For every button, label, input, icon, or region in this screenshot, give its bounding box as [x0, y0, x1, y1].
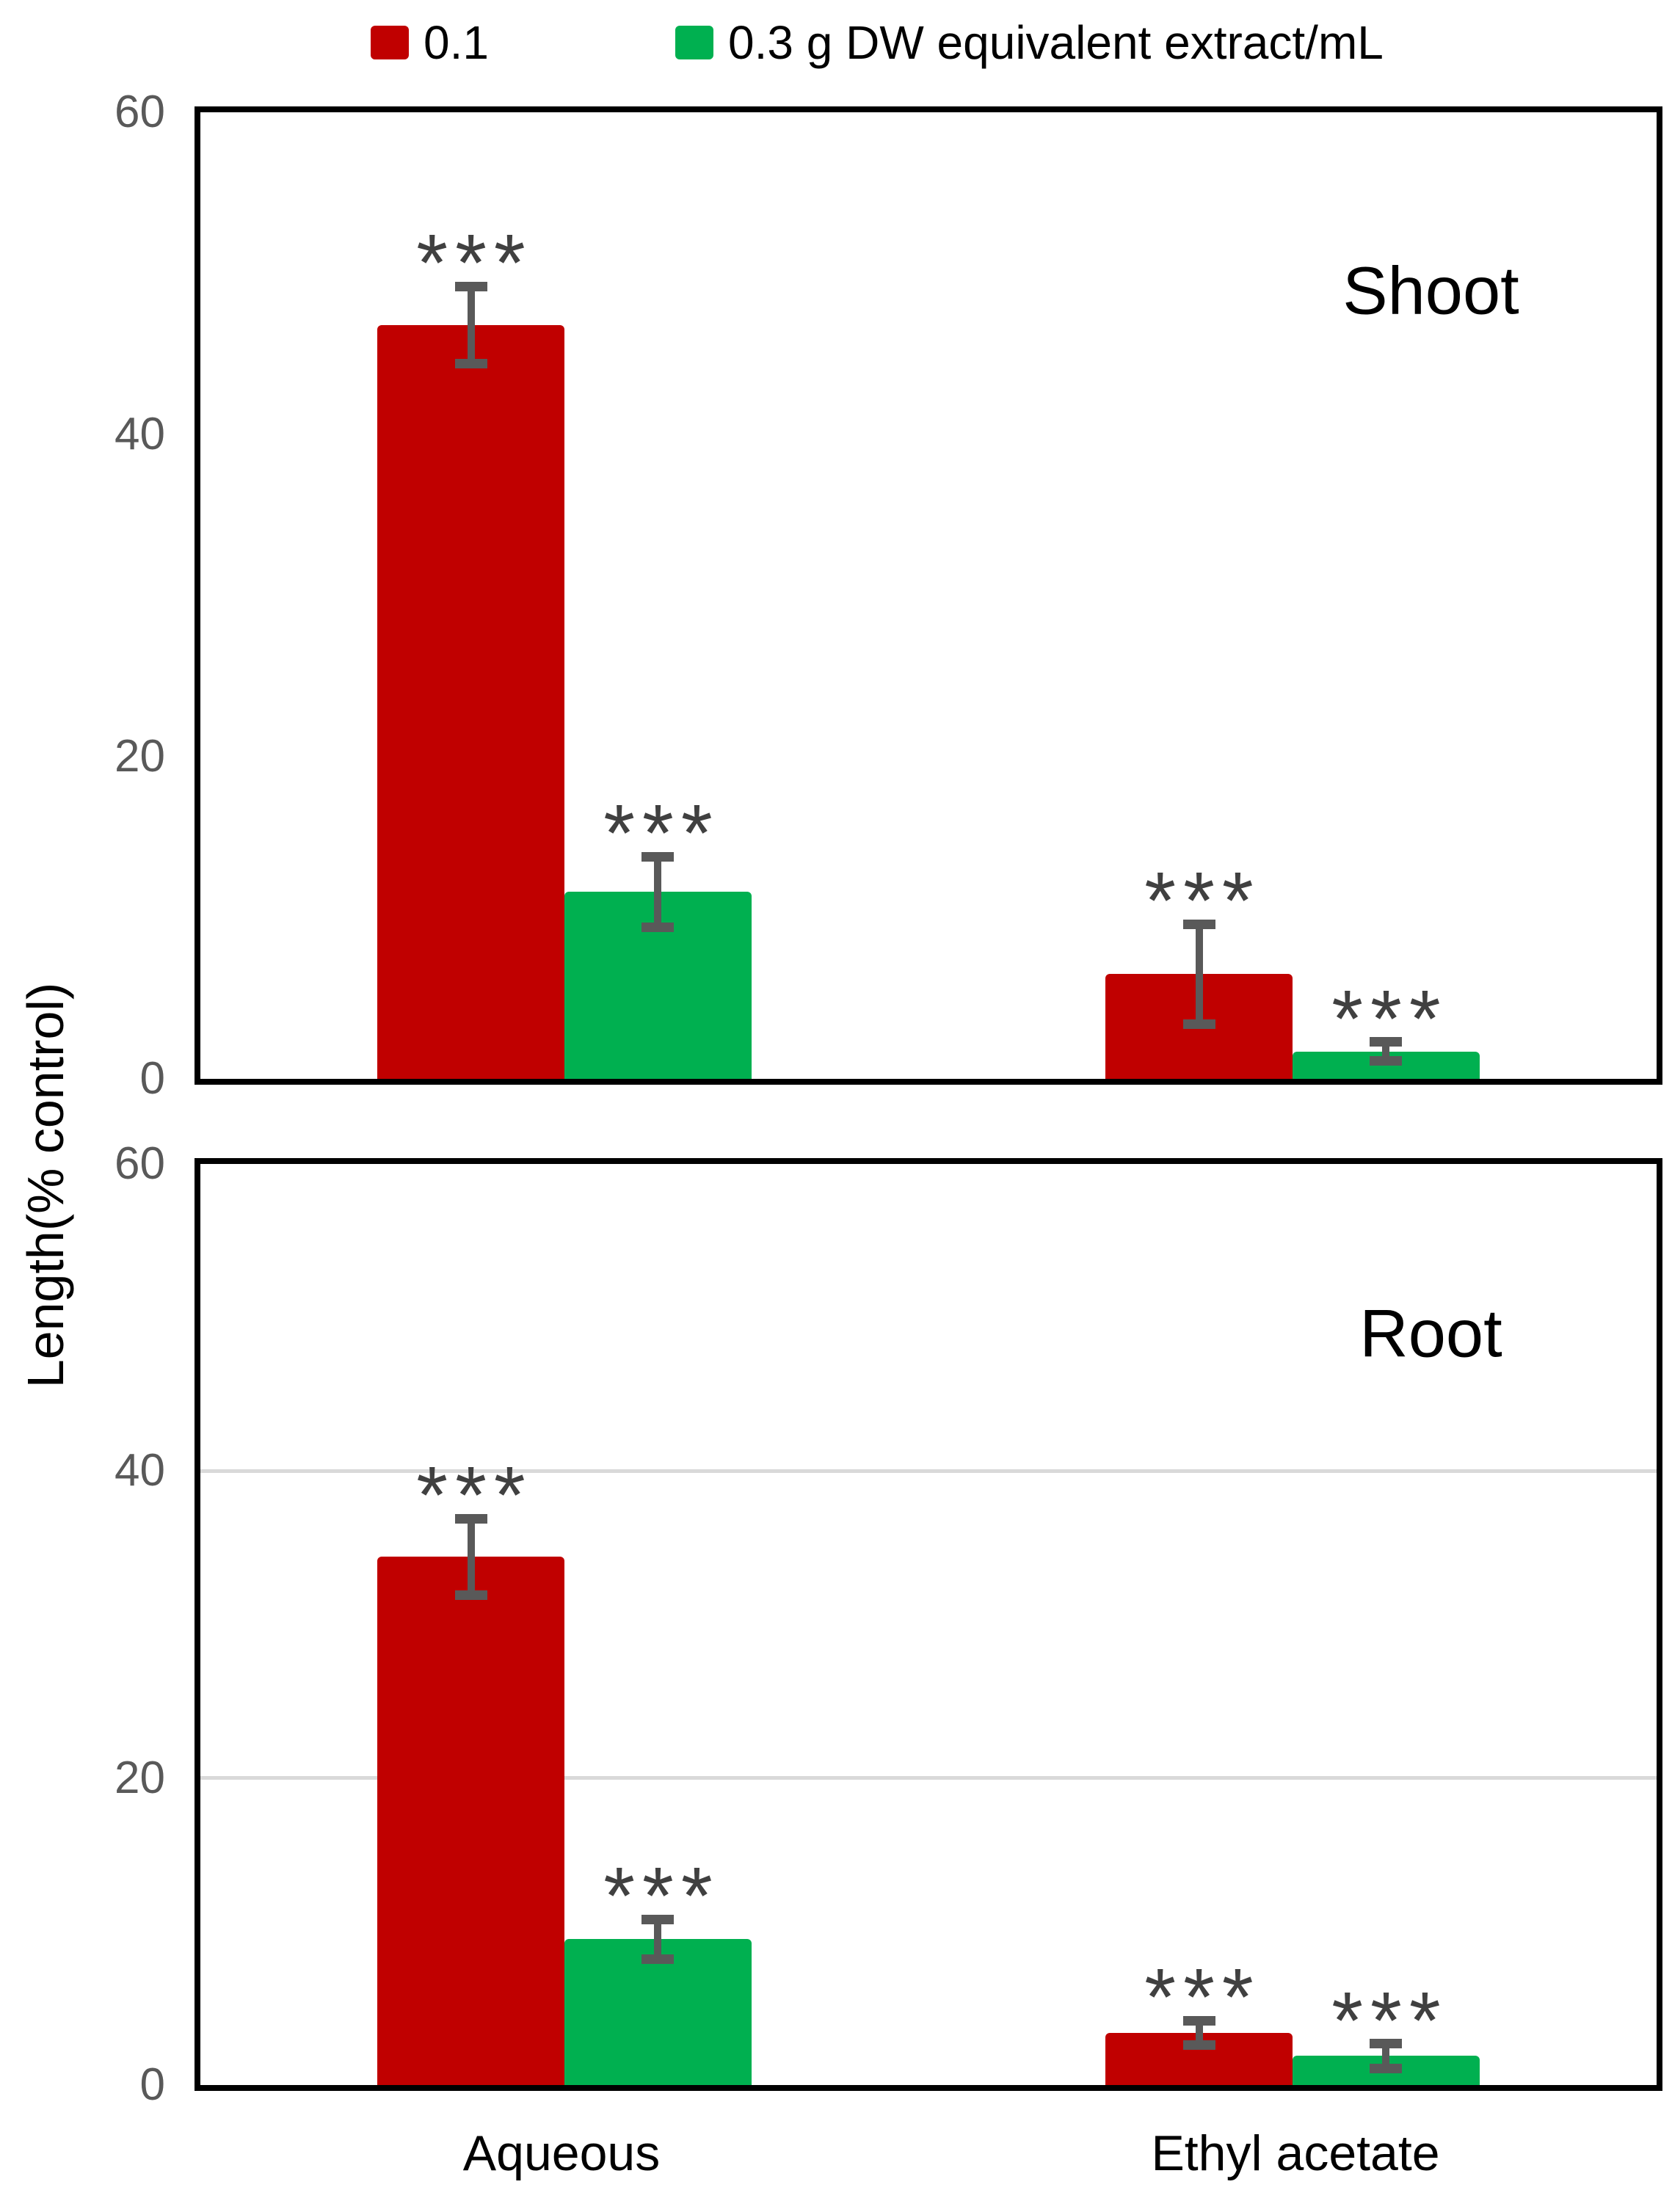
bar: [377, 324, 564, 1079]
y-tick-label: 40: [115, 409, 165, 459]
error-bar-cap: [1370, 2063, 1403, 2073]
error-bar: [1382, 1041, 1390, 1061]
y-axis-title: Length(% control): [17, 982, 74, 1389]
error-bar: [467, 286, 475, 364]
bar: [377, 1557, 564, 2085]
shoot-chart-panel: Shoot 0 20 40 60 *** *** *** ***: [115, 90, 1662, 1102]
gridline: [200, 1776, 1657, 1780]
error-bar: [654, 1919, 662, 1960]
error-bar-cap: [1182, 1019, 1215, 1029]
error-bar: [1195, 924, 1203, 1025]
error-bar-cap: [454, 358, 487, 368]
error-bar-cap: [1370, 1056, 1403, 1066]
panel-title-root: Root: [1359, 1296, 1502, 1372]
significance-stars: ***: [1331, 973, 1448, 1064]
legend-label: 0.1: [424, 16, 489, 69]
x-category-label-aqueous: Aqueous: [462, 2125, 661, 2181]
legend-item-0.1: 0.1: [371, 19, 489, 66]
error-bar-cap: [454, 281, 487, 291]
panel-title-shoot: Shoot: [1342, 253, 1519, 329]
legend-item-0.3: 0.3 g DW equivalent extract/mL: [675, 19, 1384, 66]
y-tick-label: 20: [115, 731, 165, 782]
significance-stars: ***: [1331, 1975, 1448, 2066]
error-bar-cap: [641, 1914, 675, 1924]
significance-stars: ***: [603, 788, 720, 879]
error-bar: [654, 856, 662, 928]
error-bar-cap: [641, 923, 675, 933]
y-tick-label: 0: [139, 1053, 165, 1104]
y-tick-label: 60: [115, 1138, 165, 1189]
legend-swatch-red: [371, 26, 409, 59]
y-tick-label: 40: [115, 1445, 165, 1496]
error-bar-cap: [1182, 2040, 1215, 2051]
significance-stars: ***: [1144, 856, 1261, 947]
significance-stars: ***: [603, 1851, 720, 1942]
error-bar: [467, 1518, 475, 1596]
y-tick-label: 60: [115, 87, 165, 137]
y-tick-label: 0: [139, 2059, 165, 2110]
significance-stars: ***: [1144, 1952, 1261, 2043]
legend-label: 0.3 g DW equivalent extract/mL: [728, 16, 1384, 69]
error-bar-cap: [1182, 2015, 1215, 2026]
error-bar: [1195, 2020, 1203, 2045]
error-bar-cap: [641, 851, 675, 862]
error-bar-cap: [1370, 2039, 1403, 2049]
gridline: [200, 1469, 1657, 1473]
error-bar-cap: [641, 1954, 675, 1964]
error-bar-cap: [454, 1513, 487, 1524]
y-tick-label: 20: [115, 1752, 165, 1803]
error-bar-cap: [1182, 919, 1215, 929]
error-bar: [1382, 2043, 1390, 2068]
x-category-label-ethyl-acetate: Ethyl acetate: [1151, 2125, 1440, 2181]
significance-stars: ***: [416, 1450, 533, 1541]
error-bar-cap: [454, 1590, 487, 1601]
significance-stars: ***: [416, 218, 533, 309]
error-bar-cap: [1370, 1037, 1403, 1047]
root-chart-panel: Root 0 20 40 60 *** *** *** ***: [115, 1141, 1662, 2108]
legend-swatch-green: [675, 26, 713, 59]
